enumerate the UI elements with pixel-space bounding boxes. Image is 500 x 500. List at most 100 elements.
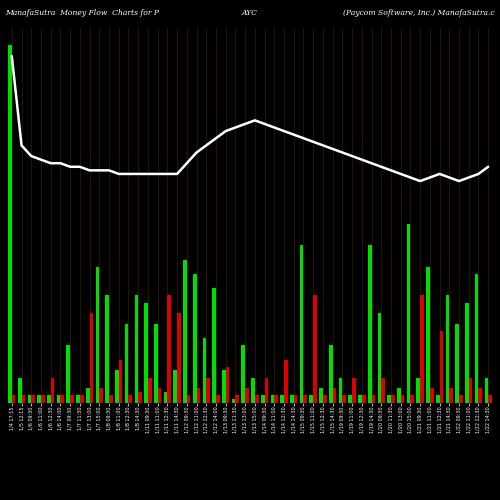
Bar <box>400 396 404 402</box>
Bar <box>381 378 385 402</box>
Bar <box>290 396 294 402</box>
Bar <box>372 396 375 402</box>
Bar <box>465 302 469 402</box>
Bar <box>56 396 60 402</box>
Bar <box>270 396 274 402</box>
Bar <box>18 378 22 402</box>
Bar <box>216 396 220 402</box>
Bar <box>8 46 12 403</box>
Bar <box>119 360 122 403</box>
Bar <box>342 396 346 402</box>
Bar <box>456 324 459 402</box>
Bar <box>70 396 74 402</box>
Bar <box>264 378 268 402</box>
Bar <box>148 378 152 402</box>
Bar <box>251 378 255 402</box>
Bar <box>50 378 54 402</box>
Bar <box>174 370 177 402</box>
Bar <box>134 296 138 403</box>
Bar <box>187 396 190 402</box>
Bar <box>362 396 366 402</box>
Bar <box>440 331 444 402</box>
Bar <box>245 388 249 402</box>
Bar <box>154 324 158 402</box>
Bar <box>410 396 414 402</box>
Bar <box>28 396 31 402</box>
Bar <box>128 396 132 402</box>
Bar <box>222 370 226 402</box>
Bar <box>406 224 410 402</box>
Bar <box>22 396 25 402</box>
Bar <box>31 396 35 402</box>
Bar <box>47 396 50 402</box>
Bar <box>300 246 304 402</box>
Bar <box>338 378 342 402</box>
Bar <box>348 396 352 402</box>
Bar <box>168 296 171 403</box>
Bar <box>109 396 112 402</box>
Bar <box>420 296 424 403</box>
Bar <box>106 296 109 403</box>
Bar <box>313 296 317 403</box>
Bar <box>41 396 44 402</box>
Bar <box>378 313 382 402</box>
Bar <box>274 396 278 402</box>
Bar <box>158 388 162 402</box>
Bar <box>358 396 362 402</box>
Bar <box>323 396 326 402</box>
Bar <box>319 388 323 402</box>
Bar <box>125 324 128 402</box>
Bar <box>436 396 440 402</box>
Bar <box>332 388 336 402</box>
Bar <box>90 313 94 402</box>
Bar <box>193 274 196 402</box>
Bar <box>426 267 430 402</box>
Bar <box>138 392 142 402</box>
Bar <box>66 346 70 403</box>
Bar <box>329 346 332 403</box>
Bar <box>115 370 119 402</box>
Bar <box>183 260 187 402</box>
Bar <box>484 378 488 402</box>
Bar <box>212 288 216 403</box>
Bar <box>468 378 472 402</box>
Bar <box>391 396 394 402</box>
Text: (Paycom Software, Inc.) ManafaSutra.c: (Paycom Software, Inc.) ManafaSutra.c <box>344 9 495 17</box>
Bar <box>397 388 400 402</box>
Bar <box>96 267 100 402</box>
Bar <box>76 396 80 402</box>
Bar <box>206 378 210 402</box>
Bar <box>80 396 84 402</box>
Bar <box>196 388 200 402</box>
Bar <box>164 392 168 402</box>
Bar <box>450 388 453 402</box>
Bar <box>446 296 450 403</box>
Bar <box>352 378 356 402</box>
Bar <box>388 396 391 402</box>
Bar <box>177 313 181 402</box>
Bar <box>261 396 264 402</box>
Bar <box>202 338 206 402</box>
Bar <box>430 388 434 402</box>
Bar <box>475 274 478 402</box>
Bar <box>236 396 239 402</box>
Bar <box>232 399 235 402</box>
Bar <box>144 302 148 402</box>
Bar <box>368 246 372 402</box>
Bar <box>478 388 482 402</box>
Bar <box>284 360 288 403</box>
Bar <box>280 396 284 402</box>
Bar <box>60 396 64 402</box>
Bar <box>242 346 245 403</box>
Bar <box>226 367 230 402</box>
Bar <box>488 396 492 402</box>
Bar <box>86 388 90 402</box>
Text: AYC: AYC <box>242 9 258 17</box>
Bar <box>459 396 462 402</box>
Text: ManafaSutra  Money Flow  Charts for P: ManafaSutra Money Flow Charts for P <box>5 9 159 17</box>
Bar <box>310 396 313 402</box>
Bar <box>255 396 258 402</box>
Bar <box>304 396 307 402</box>
Bar <box>294 396 298 402</box>
Bar <box>100 388 103 402</box>
